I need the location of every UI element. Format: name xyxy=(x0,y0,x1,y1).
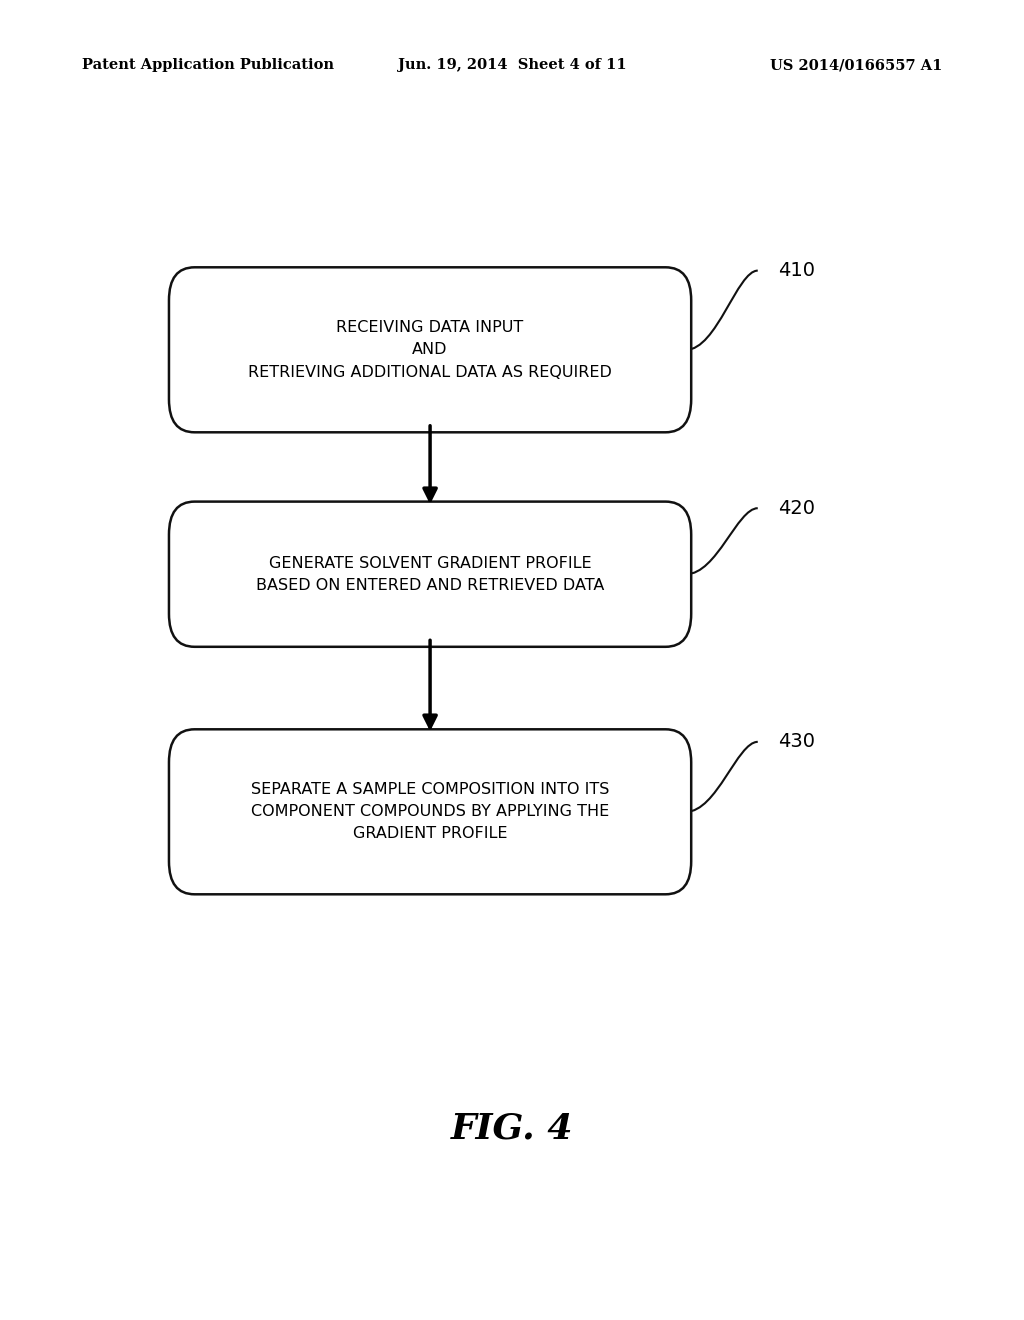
Text: GENERATE SOLVENT GRADIENT PROFILE
BASED ON ENTERED AND RETRIEVED DATA: GENERATE SOLVENT GRADIENT PROFILE BASED … xyxy=(256,556,604,593)
FancyBboxPatch shape xyxy=(169,502,691,647)
Text: FIG. 4: FIG. 4 xyxy=(451,1111,573,1146)
Text: US 2014/0166557 A1: US 2014/0166557 A1 xyxy=(770,58,942,73)
Text: Patent Application Publication: Patent Application Publication xyxy=(82,58,334,73)
Text: SEPARATE A SAMPLE COMPOSITION INTO ITS
COMPONENT COMPOUNDS BY APPLYING THE
GRADI: SEPARATE A SAMPLE COMPOSITION INTO ITS C… xyxy=(251,781,609,842)
Text: Jun. 19, 2014  Sheet 4 of 11: Jun. 19, 2014 Sheet 4 of 11 xyxy=(397,58,627,73)
Text: 410: 410 xyxy=(778,261,815,280)
FancyBboxPatch shape xyxy=(169,267,691,433)
Text: RECEIVING DATA INPUT
AND
RETRIEVING ADDITIONAL DATA AS REQUIRED: RECEIVING DATA INPUT AND RETRIEVING ADDI… xyxy=(248,321,612,380)
Text: 430: 430 xyxy=(778,733,815,751)
Text: 420: 420 xyxy=(778,499,815,517)
FancyBboxPatch shape xyxy=(169,729,691,895)
